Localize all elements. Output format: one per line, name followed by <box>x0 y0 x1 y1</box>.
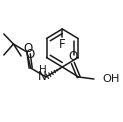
Text: F: F <box>59 39 66 51</box>
Text: N: N <box>38 70 46 82</box>
Text: O: O <box>68 51 77 63</box>
Text: OH: OH <box>103 74 120 84</box>
Text: O: O <box>23 41 32 55</box>
Text: H: H <box>39 65 47 75</box>
Text: O: O <box>25 49 34 61</box>
